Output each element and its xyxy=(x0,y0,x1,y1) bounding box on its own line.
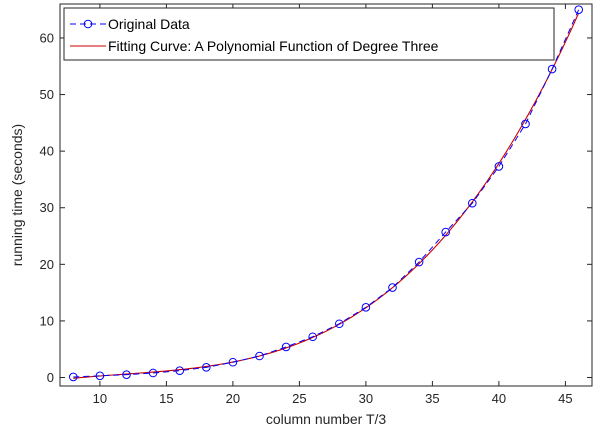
data-point xyxy=(281,342,291,352)
data-point xyxy=(95,371,105,381)
y-tick-label: 60 xyxy=(40,30,54,45)
x-tick-label: 45 xyxy=(558,391,572,406)
y-axis-label: running time (seconds) xyxy=(9,124,25,266)
axes-layer: 10 15 20 25 30 35 40 45 0 10 20 30 40 50 60 xyxy=(40,3,593,406)
x-axis-label: column number T/3 xyxy=(266,411,387,427)
data-point xyxy=(148,368,158,378)
legend-box xyxy=(63,7,555,61)
data-point xyxy=(69,372,78,382)
data-point xyxy=(414,257,424,267)
data-point xyxy=(228,357,238,367)
data-point xyxy=(574,5,584,14)
y-tick-label: 0 xyxy=(47,370,54,385)
x-tick-label: 40 xyxy=(492,391,506,406)
data-point xyxy=(308,332,318,342)
original-data-line xyxy=(73,9,580,378)
y-tick-label: 20 xyxy=(40,257,54,272)
x-tick-label: 15 xyxy=(159,391,173,406)
x-tick-label: 30 xyxy=(359,391,373,406)
data-point xyxy=(361,303,371,312)
legend: Original Data Fitting Curve: A Polynomia… xyxy=(63,7,555,61)
data-point xyxy=(122,370,131,379)
data-point xyxy=(255,351,264,361)
plot-background xyxy=(60,4,592,386)
legend-marker-original-data xyxy=(83,19,93,29)
legend-label-fitting-curve: Fitting Curve: A Polynomial Function of … xyxy=(108,38,439,54)
x-tick-label: 35 xyxy=(425,391,439,406)
y-tick-label: 30 xyxy=(40,200,54,215)
x-tick-label: 25 xyxy=(292,391,306,406)
data-point xyxy=(441,227,451,237)
data-point xyxy=(388,283,397,292)
y-tick-label: 40 xyxy=(40,144,54,159)
data-point xyxy=(175,366,184,376)
x-tick-label: 10 xyxy=(93,391,107,406)
x-tick-label: 20 xyxy=(226,391,240,406)
fitting-curve-line xyxy=(73,12,580,379)
y-tick-label: 10 xyxy=(40,313,54,328)
data-point xyxy=(521,119,530,129)
plot-area xyxy=(60,4,592,386)
data-point xyxy=(468,198,477,208)
data-point xyxy=(335,319,344,329)
series-layer xyxy=(69,5,584,382)
data-point xyxy=(547,64,557,74)
data-point xyxy=(494,162,504,171)
legend-label-original-data: Original Data xyxy=(108,16,190,32)
y-tick-label: 50 xyxy=(40,87,54,102)
data-point xyxy=(202,363,211,372)
axes-frame xyxy=(59,3,593,387)
